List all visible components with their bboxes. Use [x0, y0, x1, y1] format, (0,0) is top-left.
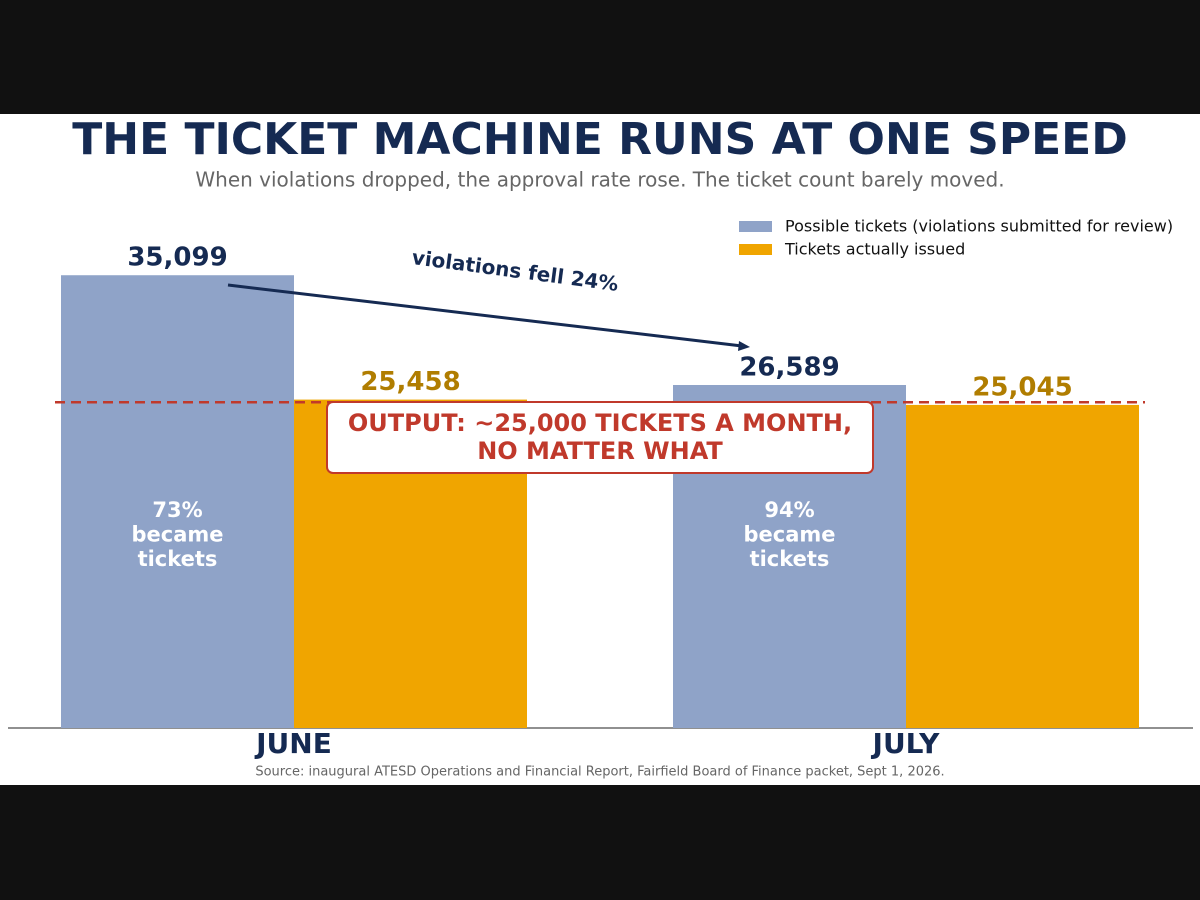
arrow [227, 283, 743, 348]
value-label: 35,099 [127, 243, 227, 273]
annotation-text: NO MATTER WHAT [477, 437, 723, 465]
bar [906, 404, 1139, 728]
inner-label: 73% [152, 498, 202, 522]
arrow-head [738, 341, 750, 351]
inner-label: tickets [750, 547, 830, 571]
annotation-text: OUTPUT: ~25,000 TICKETS A MONTH, [348, 409, 852, 437]
value-label: 26,589 [739, 353, 839, 383]
inner-label: became [743, 523, 835, 547]
inner-label: tickets [138, 547, 218, 571]
legend-swatch [739, 221, 772, 232]
inner-label: 94% [764, 498, 814, 522]
legend-label: Tickets actually issued [784, 240, 965, 259]
x-tick-label: JULY [871, 727, 941, 760]
value-label: 25,045 [972, 372, 1072, 402]
value-label: 25,458 [360, 367, 460, 397]
chart-subtitle: When violations dropped, the approval ra… [195, 168, 1004, 192]
legend-label: Possible tickets (violations submitted f… [785, 217, 1173, 236]
annotation-box [326, 401, 874, 474]
bar [61, 275, 294, 728]
source-note: Source: inaugural ATESD Operations and F… [255, 765, 944, 780]
inner-label: became [131, 523, 223, 547]
legend-swatch [739, 244, 772, 255]
x-tick-label: JUNE [254, 727, 332, 760]
chart-title: THE TICKET MACHINE RUNS AT ONE SPEED [72, 114, 1127, 165]
